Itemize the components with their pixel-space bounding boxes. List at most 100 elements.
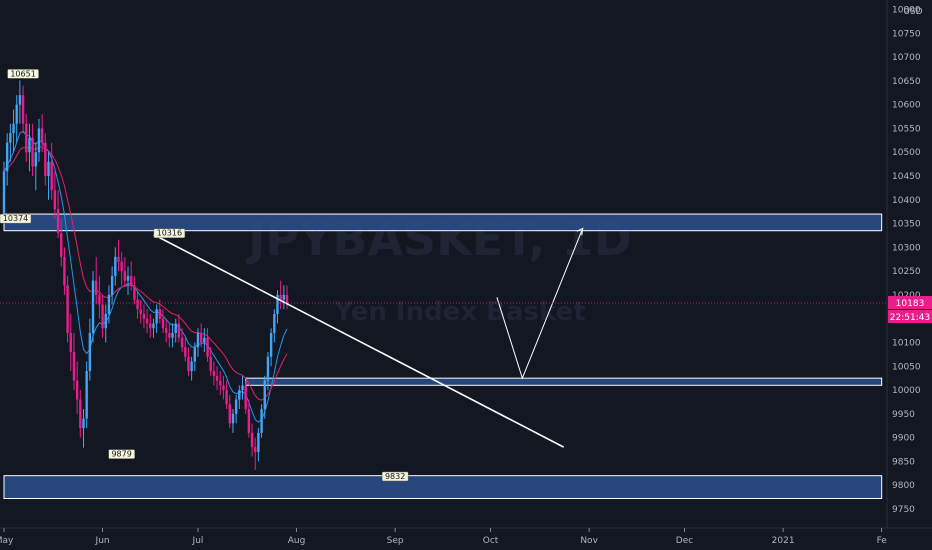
candles-layer — [2, 80, 289, 470]
annotation-tag-label: 10316 — [157, 229, 182, 238]
candle — [44, 133, 47, 186]
candle — [37, 118, 41, 162]
candle-body — [199, 332, 203, 343]
candle-body — [155, 309, 158, 324]
annotation-tag-box — [108, 449, 135, 459]
candle — [28, 123, 31, 172]
candle-body — [79, 399, 82, 429]
projection-path — [496, 228, 584, 380]
time-tick-label: Oct — [483, 536, 499, 546]
candle-body — [282, 294, 286, 300]
candle-body — [234, 399, 238, 414]
candle-body — [53, 190, 57, 210]
candle-body — [168, 332, 171, 338]
candle — [126, 266, 130, 295]
candle — [279, 280, 282, 310]
time-tick-label: Dec — [676, 536, 693, 546]
candle — [82, 409, 85, 448]
candle — [110, 266, 114, 305]
time-tick-label: Jun — [95, 536, 110, 546]
current-price-label: 10183 — [896, 299, 925, 309]
candle-body — [120, 261, 123, 272]
current-price-tag — [888, 296, 932, 310]
price-tick-label: 10650 — [892, 77, 921, 87]
price-tick-label: 10200 — [892, 291, 921, 301]
candle — [31, 123, 34, 176]
price-tick-label: 10500 — [892, 148, 921, 158]
candle-body — [273, 313, 276, 333]
candle — [247, 399, 251, 438]
candle — [120, 252, 123, 286]
candle — [85, 361, 88, 429]
annotation-tag-box — [7, 69, 39, 79]
candle-body — [203, 337, 206, 343]
candle-body — [219, 380, 222, 386]
candle-body — [228, 404, 231, 424]
price-axis[interactable]: 9750980098509900995010000100501010010150… — [892, 6, 921, 515]
candle — [250, 423, 254, 457]
upper-resistance-zone — [3, 213, 883, 232]
candle-body — [266, 356, 270, 381]
candle — [158, 299, 162, 324]
candle-body — [257, 432, 260, 452]
candle-body — [28, 137, 31, 153]
candle — [34, 142, 37, 191]
candle-body — [269, 332, 273, 357]
candle — [40, 114, 44, 153]
candle-body — [21, 95, 25, 124]
candle-body — [133, 285, 136, 300]
candle-body — [190, 361, 193, 372]
candle-body — [247, 409, 251, 433]
candle — [231, 409, 235, 433]
candle-body — [63, 256, 66, 286]
candle-body — [130, 275, 133, 286]
price-axis-background — [887, 0, 932, 528]
candle-body — [123, 271, 127, 281]
candle — [5, 133, 9, 186]
candle-body — [254, 447, 257, 452]
candle — [69, 313, 72, 372]
annotation-tag-box — [381, 471, 409, 482]
price-tick-label: 10700 — [892, 53, 921, 63]
price-tick-label: 10800 — [892, 6, 921, 16]
time-axis[interactable]: May Jun Jul Aug Sep Oct Nov Dec 2021 Fe — [0, 528, 887, 546]
candle — [199, 323, 203, 348]
candle — [263, 375, 266, 419]
candle — [152, 318, 155, 338]
candle-body — [2, 171, 6, 215]
candle — [155, 304, 158, 333]
candle-body — [171, 332, 174, 338]
annotation-tag-box — [0, 213, 32, 224]
candle — [285, 285, 289, 310]
candle-body — [212, 371, 216, 376]
candle — [219, 371, 222, 395]
candle — [161, 309, 165, 333]
candle-body — [44, 142, 47, 176]
annotation-tag: 9832 — [381, 471, 409, 482]
candle — [88, 318, 92, 381]
candle-body — [40, 128, 44, 143]
candle — [107, 285, 111, 324]
candle — [174, 318, 177, 343]
candle-body — [56, 209, 60, 234]
candle — [75, 361, 79, 414]
candle — [184, 337, 187, 362]
price-tick-label: 9900 — [892, 434, 915, 444]
candle-body — [60, 233, 63, 257]
candle — [168, 323, 171, 348]
price-tick-label: 9850 — [892, 457, 915, 467]
annotation-tag-label: 9832 — [385, 472, 405, 481]
candle-body — [260, 409, 263, 433]
candle — [53, 171, 57, 219]
time-tick-label: Aug — [288, 536, 306, 546]
candle — [95, 256, 98, 305]
candle — [234, 394, 238, 424]
candle — [136, 290, 139, 319]
candle-body — [98, 294, 101, 305]
candle — [130, 261, 133, 291]
annotation-tag: 9879 — [108, 449, 135, 459]
candle — [215, 366, 219, 391]
time-tick-label: Nov — [580, 536, 598, 546]
candle-body — [34, 152, 37, 167]
